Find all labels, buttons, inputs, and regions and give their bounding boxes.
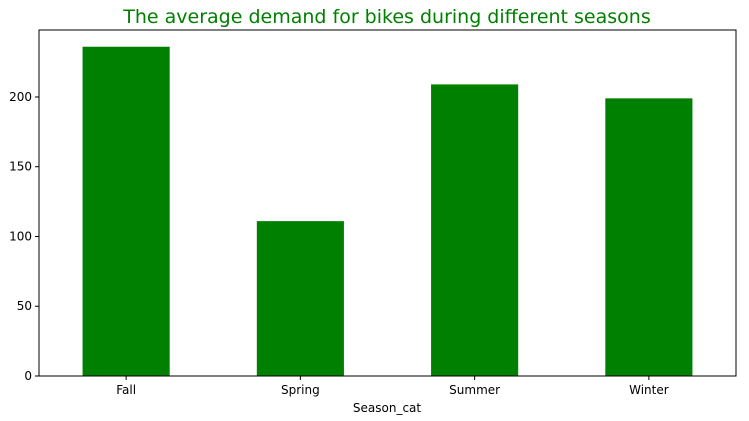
bars-layer [82, 46, 693, 377]
bar-spring [256, 221, 344, 376]
x-axis-label: Season_cat [353, 401, 422, 415]
x-tick-label: Spring [281, 383, 320, 397]
plot-frame [38, 29, 737, 377]
y-tick-label: 150 [9, 160, 32, 174]
y-tick-label: 50 [17, 299, 32, 313]
chart-title: The average demand for bikes during diff… [122, 6, 650, 28]
bar-fall [82, 46, 170, 376]
y-tick-label: 100 [9, 229, 32, 243]
x-tick-label: Fall [116, 383, 136, 397]
y-tick-label: 0 [24, 369, 32, 383]
axes-layer: Fall Spring Summer Winter 0 50 100 150 200 [9, 29, 737, 397]
x-tick-label: Winter [629, 383, 669, 397]
bar-summer [431, 84, 519, 377]
y-tick-label: 200 [9, 90, 32, 104]
bar-winter [605, 98, 693, 376]
x-tick-label: Summer [449, 383, 500, 397]
